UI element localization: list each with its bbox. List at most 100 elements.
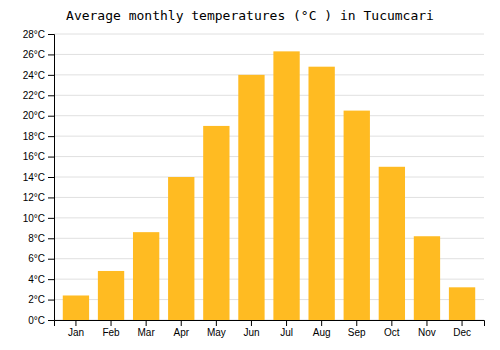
y-tick: 18°C [23, 131, 54, 142]
x-tick: Jan [68, 320, 84, 338]
tick-mark [48, 157, 54, 158]
grid-line [54, 54, 484, 55]
x-tick: May [207, 320, 226, 338]
grid-line [54, 177, 484, 178]
tick-label: 28°C [23, 29, 45, 40]
bar [449, 287, 475, 320]
bar [168, 177, 194, 320]
tick-mark [48, 54, 54, 55]
bars [63, 51, 475, 320]
y-tick: 20°C [23, 110, 54, 121]
tick-mark [48, 75, 54, 76]
tick-mark [356, 320, 357, 326]
tick-label: Dec [453, 327, 471, 338]
bar [308, 67, 334, 320]
tick-label: 26°C [23, 49, 45, 60]
tick-mark [48, 116, 54, 117]
tick-mark [181, 320, 182, 326]
bar [133, 232, 159, 320]
tick-label: Feb [102, 327, 120, 338]
tick-mark [48, 136, 54, 137]
grid-line [54, 217, 484, 218]
tick-label: Oct [384, 327, 400, 338]
chart-container: 0°C2°C4°C6°C8°C10°C12°C14°C16°C18°C20°C2… [0, 0, 500, 350]
tick-mark [111, 320, 112, 326]
title: Average monthly temperatures (°C ) in Tu… [66, 8, 434, 23]
bar [414, 236, 440, 320]
bar [379, 167, 405, 320]
y-tick: 8°C [28, 233, 54, 244]
y-tick: 6°C [28, 253, 54, 264]
bar [238, 75, 264, 320]
y-axis: 0°C2°C4°C6°C8°C10°C12°C14°C16°C18°C20°C2… [23, 29, 55, 326]
y-tick: 24°C [23, 70, 54, 81]
tick-mark [48, 218, 54, 219]
tick-label: 8°C [28, 233, 45, 244]
tick-mark [48, 34, 54, 35]
tick-label: Sep [348, 327, 366, 338]
x-tick: Sep [348, 320, 366, 338]
x-axis: Jan Feb Mar Apr May Jun Jul Aug Sep Oct Nov Dec [55, 320, 485, 338]
grid-line [54, 156, 484, 157]
tick-mark [48, 95, 54, 96]
tick-label: Mar [138, 327, 156, 338]
tick-label: Aug [313, 327, 331, 338]
axis-domain [48, 35, 55, 321]
x-tick: Feb [102, 320, 120, 338]
x-tick: Dec [453, 320, 471, 338]
tick-label: 16°C [23, 151, 45, 162]
grid-line [54, 197, 484, 198]
tick-label: Nov [418, 327, 436, 338]
grid-line [54, 95, 484, 96]
x-tick: Mar [138, 320, 156, 338]
tick-mark [48, 238, 54, 239]
tick-mark [48, 197, 54, 198]
chart-svg: 0°C2°C4°C6°C8°C10°C12°C14°C16°C18°C20°C2… [0, 0, 500, 350]
tick-label: 2°C [28, 294, 45, 305]
grid-line [54, 115, 484, 116]
tick-label: 18°C [23, 131, 45, 142]
tick-mark [251, 320, 252, 326]
y-tick: 4°C [28, 274, 54, 285]
tick-mark [75, 320, 76, 326]
x-tick: Jun [243, 320, 259, 338]
y-tick: 16°C [23, 151, 54, 162]
tick-label: Jul [280, 327, 293, 338]
tick-label: 6°C [28, 253, 45, 264]
tick-label: 22°C [23, 90, 45, 101]
x-tick: Apr [173, 320, 189, 338]
bar [98, 271, 124, 320]
x-tick: Oct [384, 320, 400, 338]
tick-label: 4°C [28, 274, 45, 285]
tick-label: Jan [68, 327, 84, 338]
y-tick: 28°C [23, 29, 54, 40]
tick-mark [426, 320, 427, 326]
tick-mark [48, 259, 54, 260]
tick-mark [391, 320, 392, 326]
y-tick: 26°C [23, 49, 54, 60]
tick-mark [462, 320, 463, 326]
tick-label: May [207, 327, 226, 338]
grid-line [54, 136, 484, 137]
x-tick: Jul [280, 320, 293, 338]
tick-mark [146, 320, 147, 326]
y-tick: 10°C [23, 213, 54, 224]
x-tick: Nov [418, 320, 436, 338]
grid [54, 34, 484, 320]
plot: 0°C2°C4°C6°C8°C10°C12°C14°C16°C18°C20°C2… [23, 29, 485, 338]
x-tick: Aug [313, 320, 331, 338]
tick-mark [216, 320, 217, 326]
tick-mark [286, 320, 287, 326]
tick-label: 20°C [23, 110, 45, 121]
tick-mark [48, 279, 54, 280]
y-tick: 2°C [28, 294, 54, 305]
bar [344, 111, 370, 320]
tick-label: 24°C [23, 70, 45, 81]
bar [63, 295, 89, 320]
tick-label: Apr [173, 327, 189, 338]
axis-domain [55, 321, 485, 327]
grid-line [54, 34, 484, 35]
tick-label: 14°C [23, 172, 45, 183]
bar [203, 126, 229, 320]
tick-mark [48, 177, 54, 178]
